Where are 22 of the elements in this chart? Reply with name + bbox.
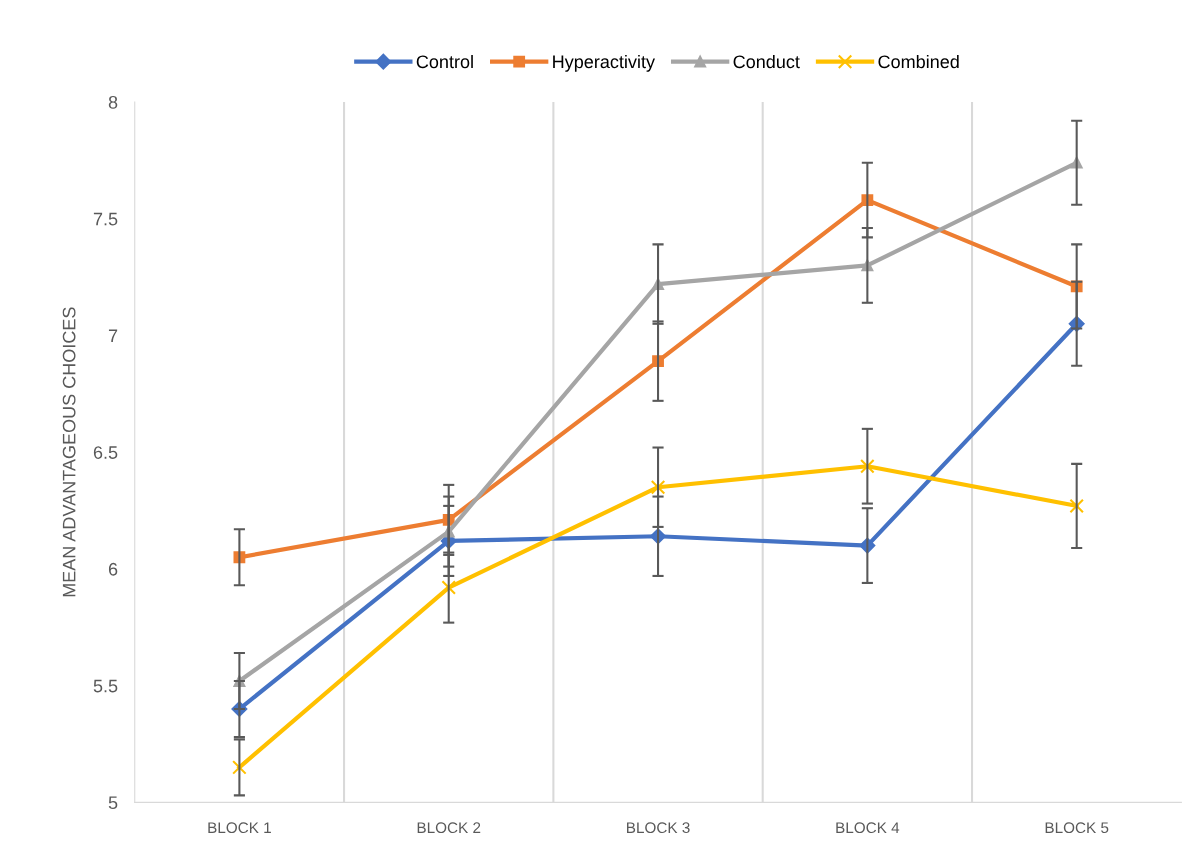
y-tick-label: 7.5 xyxy=(93,212,118,226)
point xyxy=(860,458,875,474)
y-tick-label: 5.5 xyxy=(93,679,118,693)
point xyxy=(650,479,666,495)
y-axis-title: MEAN ADVANTAGEOUS CHOICES xyxy=(62,307,76,597)
point xyxy=(1069,498,1084,514)
legend-label: Hyperactivity xyxy=(553,54,655,72)
y-tick-label: 7 xyxy=(108,329,118,343)
y-tick-label: 8 xyxy=(108,95,118,109)
legend-label: Combined xyxy=(878,54,959,69)
point xyxy=(232,760,247,775)
legend-label: Conduct xyxy=(733,54,800,69)
x-tick-label: BLOCK 2 xyxy=(417,822,481,834)
x-tick-label: BLOCK 5 xyxy=(1045,822,1109,834)
legend-label: Control xyxy=(416,54,473,69)
x-tick-label: BLOCK 3 xyxy=(627,822,690,834)
y-tick-label: 6 xyxy=(108,562,118,576)
x-tick-label: BLOCK 1 xyxy=(208,822,271,834)
point xyxy=(441,580,457,595)
y-tick-label: 6.5 xyxy=(93,446,118,459)
y-tick-label: 5 xyxy=(108,796,118,810)
x-tick-label: BLOCK 4 xyxy=(836,822,900,834)
